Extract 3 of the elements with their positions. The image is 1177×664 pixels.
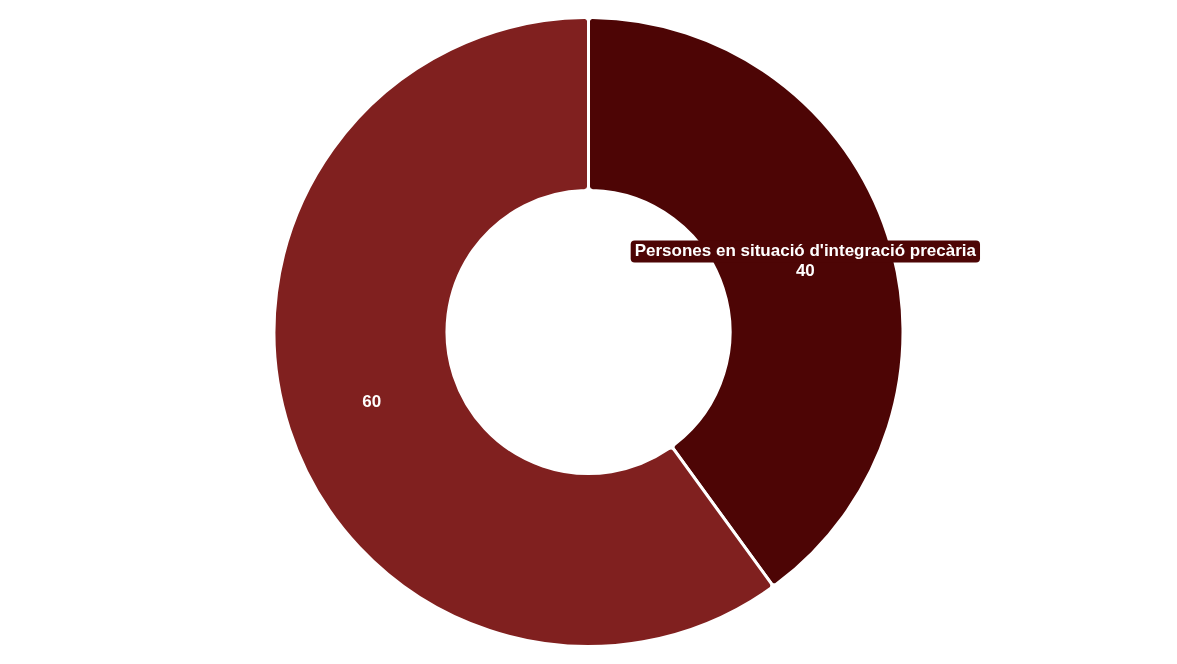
data-label: 60 (362, 392, 382, 412)
data-label: 40 (795, 261, 815, 281)
slice-label: Persones en situació d'integració precària (634, 241, 977, 261)
